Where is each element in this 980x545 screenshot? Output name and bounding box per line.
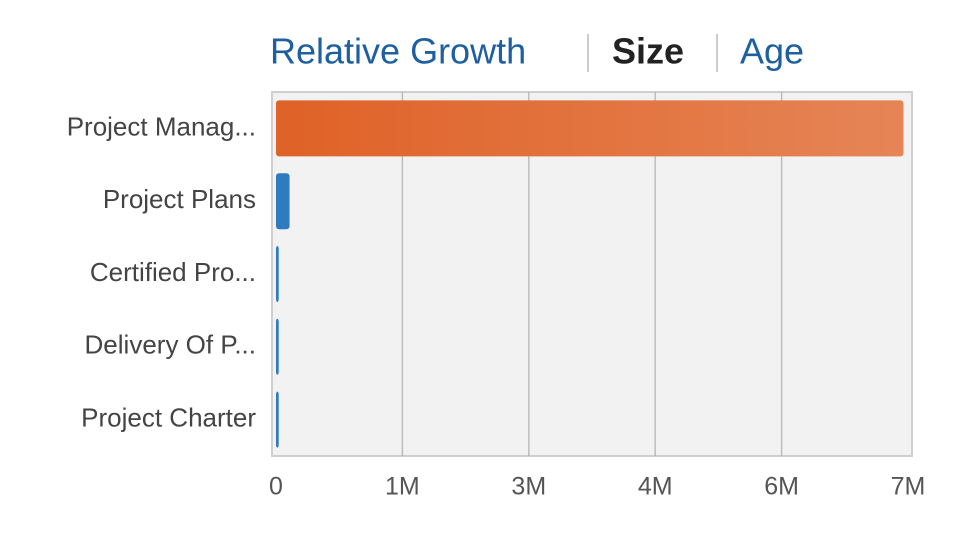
bar	[276, 318, 279, 375]
bar	[276, 246, 279, 302]
x-tick-label: 7M	[891, 473, 926, 501]
x-tick-label: 1M	[385, 473, 420, 501]
tab[interactable]: Size	[612, 31, 684, 72]
y-tick-label: Delivery Of P...	[85, 330, 256, 360]
tab[interactable]: Relative Growth	[270, 31, 526, 72]
tab[interactable]: Age	[740, 31, 804, 72]
y-tick-label: Certified Pro...	[90, 257, 256, 287]
x-tick-label: 3M	[511, 473, 546, 501]
y-tick-label: Project Charter	[81, 402, 256, 432]
bar	[276, 173, 290, 230]
x-tick-label: 0	[269, 473, 283, 501]
y-tick-label: Project Plans	[103, 184, 256, 214]
x-tick-label: 4M	[638, 473, 673, 501]
y-tick-label: Project Manag...	[67, 111, 256, 141]
bar	[276, 391, 279, 448]
bar-shine	[276, 100, 904, 157]
x-tick-label: 6M	[764, 473, 799, 501]
